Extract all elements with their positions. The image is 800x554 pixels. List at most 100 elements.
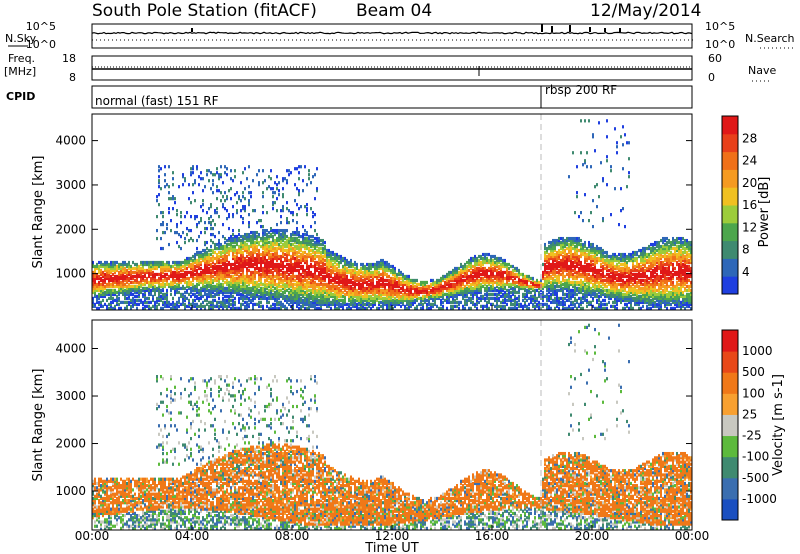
heatmap-cell (108, 262, 110, 267)
heatmap-cell (298, 189, 300, 193)
heatmap-cell (136, 280, 138, 285)
heatmap-cell (218, 304, 220, 309)
heatmap-cell (220, 254, 222, 259)
heatmap-cell (376, 262, 378, 267)
heatmap-cell (482, 256, 484, 261)
heatmap-cell (262, 288, 264, 293)
heatmap-cell (360, 266, 362, 271)
heatmap-cell (302, 294, 304, 299)
heatmap-cell (384, 292, 386, 297)
heatmap-cell (272, 296, 274, 301)
heatmap-cell (288, 282, 290, 287)
heatmap-cell (200, 250, 202, 255)
heatmap-cell (238, 232, 240, 237)
heatmap-cell (518, 270, 520, 275)
heatmap-cell (470, 260, 472, 265)
heatmap-cell (358, 286, 360, 291)
heatmap-cell (272, 203, 274, 207)
heatmap-cell (476, 302, 478, 307)
heatmap-cell (282, 290, 284, 295)
heatmap-cell (322, 302, 324, 307)
heatmap-cell (358, 294, 360, 299)
heatmap-cell (546, 276, 548, 281)
heatmap-cell (328, 284, 330, 289)
heatmap-cell (94, 272, 96, 277)
heatmap-cell (272, 266, 274, 271)
heatmap-cell (312, 296, 314, 301)
heatmap-cell (308, 236, 310, 241)
heatmap-cell (522, 278, 524, 283)
heatmap-cell (256, 240, 258, 245)
heatmap-cell (198, 258, 200, 263)
heatmap-cell (238, 296, 240, 301)
heatmap-cell (270, 258, 272, 263)
heatmap-cell (186, 211, 188, 215)
heatmap-cell (256, 254, 258, 259)
heatmap-cell (480, 304, 482, 309)
heatmap-cell (92, 276, 94, 281)
heatmap-cell (208, 207, 210, 211)
heatmap-cell (164, 284, 166, 289)
heatmap-cell (270, 248, 272, 253)
heatmap-cell (264, 264, 266, 269)
heatmap-cell (386, 302, 388, 307)
heatmap-cell (168, 268, 170, 273)
heatmap-cell (144, 292, 146, 297)
heatmap-cell (222, 290, 224, 295)
heatmap-cell (394, 272, 396, 277)
heatmap-cell (352, 288, 354, 293)
heatmap-cell (292, 278, 294, 283)
heatmap-cell (208, 260, 210, 265)
heatmap-cell (304, 232, 306, 237)
heatmap-cell (322, 288, 324, 293)
heatmap-cell (192, 302, 194, 307)
heatmap-cell (122, 266, 124, 271)
heatmap-cell (246, 290, 248, 295)
heatmap-cell (128, 270, 130, 275)
heatmap-cell (316, 298, 318, 303)
heatmap-cell (548, 264, 550, 269)
heatmap-cell (318, 286, 320, 291)
heatmap-cell (484, 274, 486, 279)
heatmap-cell (240, 306, 242, 310)
heatmap-cell (174, 262, 176, 267)
heatmap-cell (300, 252, 302, 257)
heatmap-cell (444, 282, 446, 287)
heatmap-cell (212, 304, 214, 309)
heatmap-cell (544, 268, 546, 273)
heatmap-cell (198, 282, 200, 287)
heatmap-cell (320, 292, 322, 297)
heatmap-cell (528, 290, 530, 295)
heatmap-cell (304, 272, 306, 277)
heatmap-cell (452, 294, 454, 299)
heatmap-cell (108, 296, 110, 301)
heatmap-cell (204, 306, 206, 310)
heatmap-cell (144, 282, 146, 287)
heatmap-cell (130, 304, 132, 309)
heatmap-cell (354, 266, 356, 271)
heatmap-cell (522, 286, 524, 291)
heatmap-cell (320, 260, 322, 265)
heatmap-cell (244, 282, 246, 287)
heatmap-cell (524, 276, 526, 281)
heatmap-cell (324, 290, 326, 295)
heatmap-cell (172, 296, 174, 301)
heatmap-cell (286, 296, 288, 301)
heatmap-cell (548, 252, 550, 257)
heatmap-cell (208, 217, 210, 221)
heatmap-cell (350, 302, 352, 307)
heatmap-cell (110, 284, 112, 289)
heatmap-cell (202, 278, 204, 283)
heatmap-cell (354, 274, 356, 279)
heatmap-cell (356, 262, 358, 267)
heatmap-cell (246, 266, 248, 271)
heatmap-cell (140, 280, 142, 285)
heatmap-cell (498, 290, 500, 295)
heatmap-cell (172, 276, 174, 281)
heatmap-cell (252, 292, 254, 297)
heatmap-cell (382, 278, 384, 283)
heatmap-cell (114, 278, 116, 283)
heatmap-cell (434, 300, 436, 305)
heatmap-cell (344, 286, 346, 291)
heatmap-cell (194, 268, 196, 273)
